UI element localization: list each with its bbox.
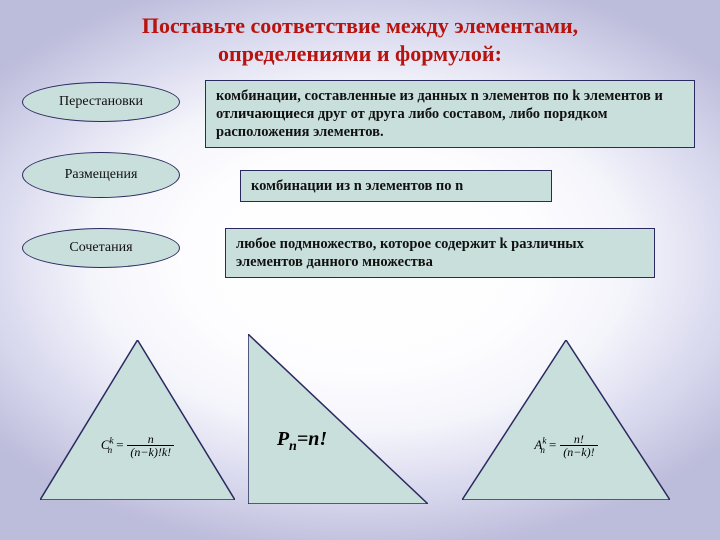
triangle-combinations-formula[interactable]: Ckn = n(n−k)!k! (40, 340, 235, 500)
triangle-permutations-formula[interactable]: Pn=n! (248, 334, 428, 504)
ellipse-combinations[interactable]: Сочетания (22, 228, 180, 268)
definition-box-3[interactable]: любое подмножество, которое содержит k р… (225, 228, 655, 278)
page-title: Поставьте соответствие между элементами,… (0, 12, 720, 67)
title-line2: определениями и формулой: (218, 41, 502, 66)
definition-box-2[interactable]: комбинации из n элементов по n (240, 170, 552, 202)
title-line1: Поставьте соответствие между элементами, (142, 13, 578, 38)
ellipse-label: Размещения (65, 167, 138, 183)
triangle-formula-label: Ckn = n(n−k)!k! (40, 433, 235, 459)
ellipse-permutations[interactable]: Перестановки (22, 82, 180, 122)
ellipse-label: Перестановки (59, 94, 143, 110)
definition-box-1[interactable]: комбинации, составленные из данных n эле… (205, 80, 695, 148)
definition-text: комбинации, составленные из данных n эле… (216, 88, 663, 140)
ellipse-arrangements[interactable]: Размещения (22, 152, 180, 198)
ellipse-label: Сочетания (69, 240, 132, 256)
definition-text: любое подмножество, которое содержит k р… (236, 236, 584, 270)
triangle-formula-label: Pn=n! (212, 428, 392, 455)
definition-text: комбинации из n элементов по n (251, 178, 463, 194)
triangle-arrangements-formula[interactable]: Akn = n!(n−k)! (462, 340, 670, 500)
triangle-formula-label: Akn = n!(n−k)! (462, 433, 670, 459)
